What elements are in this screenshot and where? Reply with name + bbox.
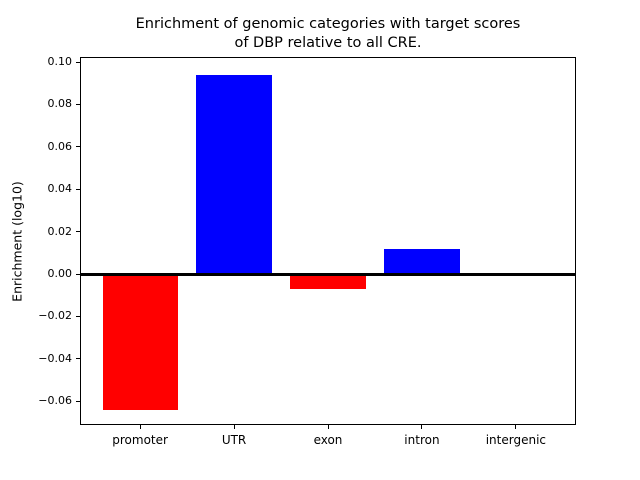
y-tick-mark — [76, 61, 80, 63]
x-tick-label-intron: intron — [404, 433, 440, 447]
y-tick-label: 0.00 — [47, 267, 73, 281]
x-tick-mark — [421, 425, 423, 429]
x-tick-mark — [139, 425, 141, 429]
y-tick-mark — [76, 146, 80, 148]
bar-intron — [384, 248, 460, 275]
x-tick-label-UTR: UTR — [221, 433, 247, 447]
y-tick-mark — [76, 358, 80, 360]
x-tick-label-intergenic: intergenic — [485, 433, 547, 447]
y-tick-label: 0.04 — [47, 182, 73, 196]
x-tick-mark — [233, 425, 235, 429]
x-tick-mark — [515, 425, 517, 429]
y-tick-label: −0.04 — [38, 351, 72, 365]
y-tick-mark — [76, 400, 80, 402]
y-tick-label: −0.06 — [38, 394, 72, 408]
y-tick-mark — [76, 103, 80, 105]
zero-line — [80, 272, 576, 276]
x-tick-label-exon: exon — [313, 433, 343, 447]
bar-promoter — [102, 274, 178, 410]
y-tick-mark — [76, 315, 80, 317]
chart-title: Enrichment of genomic categories with ta… — [135, 16, 521, 51]
y-tick-mark — [76, 231, 80, 233]
y-tick-mark — [76, 273, 80, 275]
y-tick-label: 0.06 — [47, 139, 73, 153]
y-tick-label: 0.02 — [47, 224, 73, 238]
y-tick-label: −0.02 — [38, 309, 72, 323]
y-tick-mark — [76, 188, 80, 190]
y-tick-label: 0.08 — [47, 97, 73, 111]
bar-UTR — [196, 74, 272, 275]
y-tick-label: 0.10 — [47, 55, 73, 69]
x-tick-mark — [327, 425, 329, 429]
bar-exon — [290, 274, 366, 289]
x-tick-label-promoter: promoter — [112, 433, 168, 447]
